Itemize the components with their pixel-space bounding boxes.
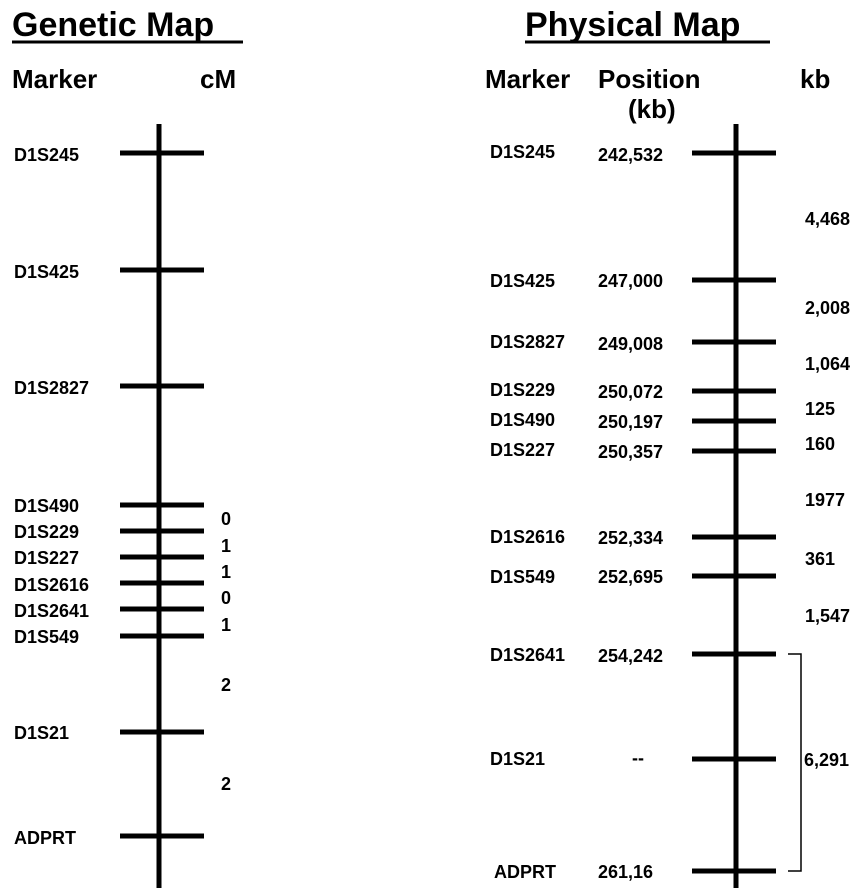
genetic-marker: D1S425 xyxy=(14,262,204,282)
genetic-marker: D1S2641 xyxy=(14,601,204,621)
genetic-marker-label: D1S2616 xyxy=(14,575,89,595)
genetic-marker-label: D1S227 xyxy=(14,548,79,568)
physical-map-title: Physical Map xyxy=(525,6,740,44)
physical-marker-position: 249,008 xyxy=(598,334,663,354)
genetic-marker: D1S227 xyxy=(14,548,204,568)
physical-marker: D1S549 252,695 xyxy=(490,567,776,587)
genetic-marker-label: D1S490 xyxy=(14,496,79,516)
physical-interval-kb: 125 xyxy=(805,399,835,419)
physical-marker: D1S21 -- xyxy=(490,748,776,769)
physical-marker-label: ADPRT xyxy=(494,862,556,882)
physical-marker-position: 254,242 xyxy=(598,646,663,666)
physical-kb-header: kb xyxy=(800,64,830,94)
genetic-marker: D1S490 xyxy=(14,496,204,516)
physical-marker-header: Marker xyxy=(485,64,570,94)
physical-interval-bracket xyxy=(788,653,802,872)
physical-position-header: Position xyxy=(598,64,701,94)
genetic-marker: D1S2827 xyxy=(14,378,204,398)
genetic-interval-cm: 1 xyxy=(221,562,231,582)
physical-marker: D1S245 242,532 xyxy=(490,142,776,165)
physical-marker: D1S425 247,000 xyxy=(490,271,776,291)
physical-marker-label: D1S227 xyxy=(490,440,555,460)
genetic-marker: D1S245 xyxy=(14,145,204,165)
genetic-marker: D1S229 xyxy=(14,522,204,542)
genetic-marker: ADPRT xyxy=(14,828,204,848)
genetic-marker-label: D1S549 xyxy=(14,627,79,647)
physical-marker-position: 261,16 xyxy=(598,862,653,882)
physical-marker-position: 247,000 xyxy=(598,271,663,291)
genetic-marker-label: D1S21 xyxy=(14,723,69,743)
physical-marker: D1S2641 254,242 xyxy=(490,645,776,666)
physical-bracket-value: 6,291 xyxy=(804,750,849,770)
genetic-map: Genetic Map Marker cM D1S245 D1S425 D1S2… xyxy=(12,6,243,888)
genetic-marker-label: D1S2827 xyxy=(14,378,89,398)
physical-marker: D1S227 250,357 xyxy=(490,440,776,462)
genetic-marker-label: D1S245 xyxy=(14,145,79,165)
genetic-interval-cm: 0 xyxy=(221,588,231,608)
physical-marker-position: 252,334 xyxy=(598,528,663,548)
physical-interval-kb: 4,468 xyxy=(805,209,850,229)
physical-marker-label: D1S549 xyxy=(490,567,555,587)
genetic-interval-cm: 0 xyxy=(221,509,231,529)
physical-interval-kb: 1977 xyxy=(805,490,845,510)
physical-marker-position: 250,197 xyxy=(598,412,663,432)
genetic-map-title: Genetic Map xyxy=(12,6,214,44)
physical-map: Physical Map Marker Position (kb) kb D1S… xyxy=(485,6,850,888)
physical-marker-label: D1S2827 xyxy=(490,332,565,352)
physical-interval-kb: 1,547 xyxy=(805,606,850,626)
genetic-interval-cm: 1 xyxy=(221,615,231,635)
physical-marker: D1S2827 249,008 xyxy=(490,332,776,354)
physical-marker-position: 250,357 xyxy=(598,442,663,462)
physical-marker-position: 242,532 xyxy=(598,145,663,165)
physical-marker-position: 250,072 xyxy=(598,382,663,402)
genetic-marker-header: Marker xyxy=(12,64,97,94)
physical-interval-kb: 1,064 xyxy=(805,354,850,374)
genetic-interval-cm: 1 xyxy=(221,536,231,556)
physical-marker-position: 252,695 xyxy=(598,567,663,587)
physical-interval-kb: 2,008 xyxy=(805,298,850,318)
genetic-interval-cm: 2 xyxy=(221,675,231,695)
physical-interval-kb: 361 xyxy=(805,549,835,569)
physical-marker-label: D1S2641 xyxy=(490,645,565,665)
genetic-marker: D1S21 xyxy=(14,723,204,743)
physical-marker-label: D1S490 xyxy=(490,410,555,430)
physical-marker-label: D1S229 xyxy=(490,380,555,400)
genetic-marker-label: D1S425 xyxy=(14,262,79,282)
genetic-marker-label: ADPRT xyxy=(14,828,76,848)
genetic-marker-label: D1S2641 xyxy=(14,601,89,621)
genetic-cm-header: cM xyxy=(200,64,236,94)
genetic-marker: D1S2616 xyxy=(14,575,204,595)
physical-interval-kb: 160 xyxy=(805,434,835,454)
physical-marker-label: D1S2616 xyxy=(490,527,565,547)
physical-marker-label: D1S425 xyxy=(490,271,555,291)
genetic-marker: D1S549 xyxy=(14,627,204,647)
genetic-marker-label: D1S229 xyxy=(14,522,79,542)
physical-position-unit-header: (kb) xyxy=(628,94,676,124)
physical-marker-label: D1S21 xyxy=(490,749,545,769)
physical-marker: D1S2616 252,334 xyxy=(490,527,776,548)
physical-marker: D1S490 250,197 xyxy=(490,410,776,432)
physical-marker: D1S229 250,072 xyxy=(490,380,776,402)
physical-marker-position: -- xyxy=(632,748,644,768)
physical-marker: ADPRT 261,16 xyxy=(494,862,776,882)
physical-marker-label: D1S245 xyxy=(490,142,555,162)
genetic-interval-cm: 2 xyxy=(221,774,231,794)
